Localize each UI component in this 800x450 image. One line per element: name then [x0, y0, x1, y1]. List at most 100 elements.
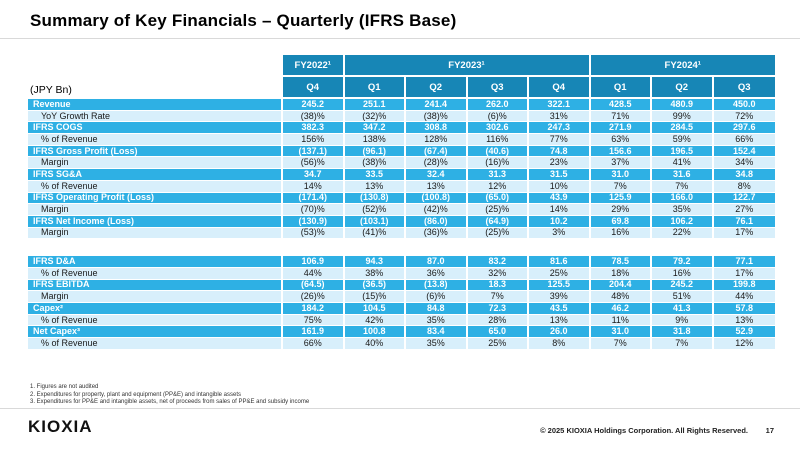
cell-value: 41.3 — [652, 303, 714, 314]
cell-value: 84.8 — [406, 303, 468, 314]
cell-value: 428.5 — [590, 99, 652, 110]
financials-table: FY2022¹ FY2023¹ FY2024¹ Q4 Q1 Q2 Q3 Q4 Q1 Q2 Q3 Rev… — [28, 55, 775, 350]
metric-label: IFRS Operating Profit (Loss) — [28, 192, 283, 204]
cell-value: 382.3 — [283, 122, 345, 134]
metric-label: IFRS Net Income (Loss) — [28, 215, 283, 227]
cell-value: 57.8 — [713, 303, 775, 314]
cell-value: 35% — [406, 338, 468, 349]
cell-value: 63% — [590, 134, 652, 145]
cell-value: 322.1 — [529, 99, 591, 110]
cell-value: 241.4 — [406, 99, 468, 110]
cell-value: 156% — [283, 134, 345, 145]
cell-value: 7% — [590, 338, 652, 349]
metric-label: IFRS D&A — [28, 256, 283, 267]
table-row: IFRS Gross Profit (Loss) (137.1) (96.1) (67… — [28, 145, 775, 157]
cell-value: 204.4 — [590, 279, 652, 291]
table-row: IFRS SG&A 34.7 33.5 32.4 31.3 31.5 31.0 31.6 34.… — [28, 169, 775, 180]
table-row: % of Revenue 44% 38% 36% 32% 25% 18% 16% 17% — [28, 267, 775, 279]
cell-value: (36.5) — [344, 279, 406, 291]
cell-value: (6)% — [467, 110, 529, 122]
cell-value: 199.8 — [713, 279, 775, 291]
cell-value: 184.2 — [283, 303, 345, 314]
table-row: % of Revenue 14% 13% 13% 12% 10% 7% 7% 8% — [28, 180, 775, 192]
cell-value: 31.3 — [467, 169, 529, 180]
quarter-header: Q3 — [713, 77, 775, 97]
cell-value: 8% — [713, 180, 775, 192]
cell-value: 48% — [590, 291, 652, 302]
cell-value: 16% — [590, 227, 652, 239]
cell-value: 78.5 — [590, 256, 652, 267]
cell-value: 32% — [467, 267, 529, 279]
quarter-header: Q3 — [467, 77, 529, 97]
cell-value: (171.4) — [283, 192, 345, 204]
cell-value: 65.0 — [467, 326, 529, 338]
cell-value: 138% — [344, 134, 406, 145]
cell-value: 18.3 — [467, 279, 529, 291]
cell-value: 66% — [713, 134, 775, 145]
cell-value: (52)% — [344, 204, 406, 215]
cell-value: 71% — [590, 110, 652, 122]
cell-value: 76.1 — [713, 215, 775, 227]
cell-value: 28% — [467, 314, 529, 326]
cell-value: 66% — [283, 338, 345, 349]
cell-value: 32.4 — [406, 169, 468, 180]
sub-label: Margin — [28, 227, 283, 239]
cell-value: 308.8 — [406, 122, 468, 134]
metric-label: IFRS SG&A — [28, 169, 283, 180]
sub-label: Margin — [28, 291, 283, 302]
cell-value: 79.2 — [652, 256, 714, 267]
sub-label: % of Revenue — [28, 314, 283, 326]
cell-value: 81.6 — [529, 256, 591, 267]
cell-value: 128% — [406, 134, 468, 145]
page-title: Summary of Key Financials – Quarterly (I… — [30, 11, 457, 30]
metric-label: Revenue — [28, 99, 283, 110]
footnote: 3. Expenditures for PP&E and intangible … — [30, 399, 310, 405]
cell-value: 8% — [529, 338, 591, 349]
cell-value: 125.5 — [529, 279, 591, 291]
sub-label: Margin — [28, 157, 283, 169]
cell-value: (36)% — [406, 227, 468, 239]
cell-value: 31.0 — [590, 326, 652, 338]
cell-value: 245.2 — [283, 99, 345, 110]
cell-value: (56)% — [283, 157, 345, 169]
table-row: IFRS COGS 382.3 347.2 308.8 302.6 247.3 271.9 2… — [28, 122, 775, 134]
cell-value: 77.1 — [713, 256, 775, 267]
cell-value: 152.4 — [713, 145, 775, 157]
cell-value: 23% — [529, 157, 591, 169]
cell-value: (53)% — [283, 227, 345, 239]
cell-value: 10% — [529, 180, 591, 192]
metric-label: IFRS EBITDA — [28, 279, 283, 291]
cell-value: 34.8 — [713, 169, 775, 180]
metric-label: IFRS Gross Profit (Loss) — [28, 145, 283, 157]
cell-value: (25)% — [467, 204, 529, 215]
cell-value: 17% — [713, 267, 775, 279]
table-row: IFRS Operating Profit (Loss) (171.4) (130.… — [28, 192, 775, 204]
footnotes: 1. Figures are not audited 2. Expenditure… — [30, 384, 309, 407]
quarter-header-row: Q4 Q1 Q2 Q3 Q4 Q1 Q2 Q3 — [28, 77, 775, 97]
table-row: % of Revenue 75% 42% 35% 28% 13% 11% 9% 13% — [28, 314, 775, 326]
fiscal-year-header: FY2022¹ — [283, 55, 345, 75]
cell-value: 347.2 — [344, 122, 406, 134]
cell-value: 106.2 — [652, 215, 714, 227]
cell-value: (42)% — [406, 204, 468, 215]
table-row: % of Revenue 66% 40% 35% 25% 8% 7% 7% 12% — [28, 338, 775, 349]
cell-value: 43.5 — [529, 303, 591, 314]
cell-value: 196.5 — [652, 145, 714, 157]
cell-value: 7% — [590, 180, 652, 192]
cell-value: 22% — [652, 227, 714, 239]
cell-value: (130.9) — [283, 215, 345, 227]
cell-value: (70)% — [283, 204, 345, 215]
metric-label: IFRS COGS — [28, 122, 283, 134]
table-row: Margin (70)% (52)% (42)% (25)% 14% 29% 35% 27% — [28, 204, 775, 215]
cell-value: 7% — [467, 291, 529, 302]
cell-value: 52.9 — [713, 326, 775, 338]
cell-value: 11% — [590, 314, 652, 326]
cell-value: 34.7 — [283, 169, 345, 180]
cell-value: 51% — [652, 291, 714, 302]
cell-value: 9% — [652, 314, 714, 326]
table-row: IFRS Net Income (Loss) (130.9) (103.1) (86.… — [28, 215, 775, 227]
cell-value: 13% — [344, 180, 406, 192]
cell-value: 450.0 — [713, 99, 775, 110]
cell-value: (15)% — [344, 291, 406, 302]
cell-value: 271.9 — [590, 122, 652, 134]
